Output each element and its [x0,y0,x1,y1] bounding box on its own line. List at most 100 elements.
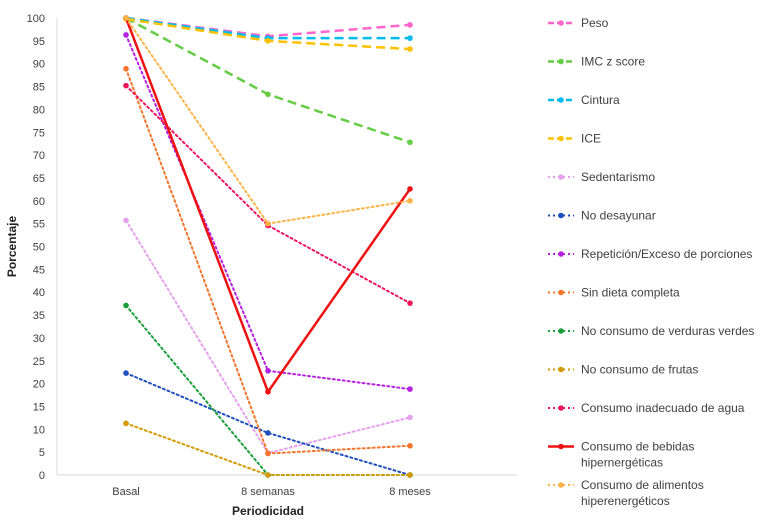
data-point [265,91,271,98]
data-point [407,139,413,146]
legend-item: Consumo de bebidas hipernergéticas [548,440,694,470]
data-point [123,370,129,376]
legend-item: Repetición/Exceso de porciones [548,247,752,261]
series-10 [123,82,413,306]
y-tick-label: 100 [27,13,45,25]
legend-marker [558,174,564,180]
y-tick-label: 25 [33,356,45,368]
series-line [125,84,411,305]
y-tick-label: 90 [33,59,45,71]
legend: Peso IMC z score Cintura ICE Sedentarismo No … [548,16,754,508]
legend-marker [558,212,564,219]
legend-item: Peso [548,16,609,30]
series-line [124,17,412,395]
data-point [407,386,413,392]
data-point [123,82,129,89]
legend-item: ICE [548,132,601,146]
x-tick-label: 8 meses [389,486,431,498]
legend-item: No consumo de frutas [548,363,698,377]
data-point [265,450,271,457]
series-line [125,219,411,455]
y-tick-label: 45 [33,264,45,276]
y-tick-label: 30 [33,333,45,345]
series-line [125,17,411,225]
data-point [123,15,129,21]
legend-marker [558,443,564,450]
x-tick-label: 8 semanas [241,486,295,498]
legend-marker [558,482,564,488]
data-point [407,414,413,421]
data-point [265,389,271,395]
legend-item: Sedentarismo [548,170,655,184]
legend-label: Consumo de alimentos hiperenergéticos [581,478,704,508]
legend-marker [558,135,564,142]
y-tick-label: 65 [33,173,45,185]
y-tick-label: 60 [33,196,45,208]
legend-label: IMC z score [581,55,645,69]
y-tick-label: 50 [33,242,45,254]
legend-label: Cintura [581,93,620,107]
x-axis-title: Periodicidad [232,504,304,518]
legend-item: No consumo de verduras verdes [548,324,754,338]
y-tick-label: 40 [33,287,45,299]
data-point [407,198,413,204]
y-tick-label: 55 [33,219,45,231]
series-11 [123,15,413,395]
y-tick-label: 15 [33,401,45,413]
data-point [265,220,271,227]
series-9 [123,420,413,478]
x-tick-label: Basal [112,486,140,498]
data-point [407,46,413,52]
series-12 [123,15,413,227]
legend-item: No desayunar [548,209,656,223]
legend-marker [558,405,564,411]
chart-axes: 0 5 10 15 20 25 30 35 40 45 50 55 60 65 70 75 80 85 90 95 10… [27,13,517,498]
data-point [407,472,413,478]
data-point [265,430,271,436]
legend-label: Sin dieta completa [581,286,680,300]
data-point [123,302,129,309]
data-point [407,442,413,449]
legend-label: Sedentarismo [581,170,655,184]
legend-item: Consumo inadecuado de agua [548,401,745,415]
data-point [407,300,413,306]
legend-marker [558,251,564,257]
series-5 [123,370,413,478]
data-point [407,22,413,28]
data-point [265,38,271,44]
legend-item: Cintura [548,93,620,107]
series-line [125,67,411,455]
legend-label: No desayunar [581,209,656,223]
series-4 [123,217,413,456]
legend-label: Peso [581,16,609,30]
legend-item: IMC z score [548,55,645,69]
legend-marker [558,289,564,296]
y-tick-label: 75 [33,127,45,139]
data-point [123,217,129,224]
y-tick-label: 70 [33,150,45,162]
legend-label: Consumo inadecuado de agua [581,401,745,415]
y-tick-label: 0 [39,470,45,482]
data-point [123,420,129,427]
legend-label: No consumo de verduras verdes [581,324,754,338]
legend-item: Sin dieta completa [548,286,680,300]
legend-label: Consumo de bebidas hipernergéticas [581,440,694,470]
y-tick-label: 5 [39,447,45,459]
legend-item: Consumo de alimentos hiperenergéticos [548,478,704,508]
y-tick-label: 35 [33,310,45,322]
y-tick-label: 95 [33,36,45,48]
data-point [407,186,413,192]
legend-marker [558,97,564,103]
series-layer [123,15,413,478]
y-axis-title: Porcentaje [5,215,19,277]
legend-label: Repetición/Exceso de porciones [581,247,752,261]
data-point [265,368,271,374]
legend-marker [558,58,564,65]
legend-marker [558,20,564,26]
data-point [265,472,271,478]
data-point [407,35,413,41]
series-7 [123,65,413,457]
legend-label: No consumo de frutas [581,363,698,377]
y-tick-label: 80 [33,104,45,116]
